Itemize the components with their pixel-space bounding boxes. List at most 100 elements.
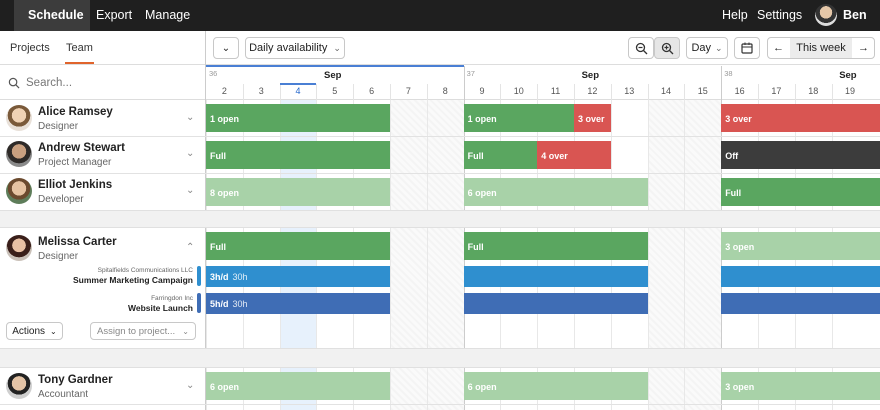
day-divider [500, 84, 502, 100]
project-allocation-bar[interactable] [721, 293, 880, 314]
day-label: 5 [332, 86, 338, 96]
day-label: 11 [550, 86, 561, 96]
project-allocation-bar[interactable] [721, 266, 880, 287]
allocation-bar[interactable]: 3 over [574, 104, 611, 132]
chevron-down-icon[interactable]: ⌄ [186, 148, 195, 159]
day-label: 7 [405, 86, 411, 96]
day-divider [279, 84, 281, 100]
day-label: 4 [295, 86, 301, 96]
nav-manage[interactable]: Manage [145, 8, 191, 22]
day-divider [831, 84, 833, 100]
project-allocation-bar[interactable]: 5h/d 30h [206, 293, 390, 314]
arrow-right-icon[interactable]: → [858, 42, 869, 54]
calendar-button[interactable] [734, 37, 760, 59]
day-label: 9 [479, 86, 485, 96]
tab-projects[interactable]: Projects [10, 42, 50, 54]
week-number: 38 [724, 69, 733, 78]
chevron-down-icon[interactable]: ⌄ [186, 185, 195, 196]
project-color-marker [197, 293, 201, 313]
allocation-bar[interactable]: Full [463, 232, 648, 260]
total-hours: 30h [232, 272, 248, 282]
day-divider [353, 84, 355, 100]
person-row-melissa[interactable]: Melissa Carter Designer ⌃ [0, 231, 205, 267]
nav-settings[interactable]: Settings [757, 8, 803, 22]
person-row-elliot[interactable]: Elliot Jenkins Developer ⌄ [0, 174, 205, 210]
zoom-out-button[interactable] [628, 37, 654, 59]
search-input[interactable]: Search... [26, 77, 73, 89]
allocation-bar[interactable]: 6 open [206, 372, 390, 400]
nav-schedule[interactable]: Schedule [28, 8, 84, 22]
day-divider [537, 84, 539, 100]
person-role: Developer [38, 194, 84, 205]
day-label: 17 [771, 86, 782, 96]
allocation-bar[interactable]: Full [463, 141, 538, 169]
actions-button[interactable]: Actions ⌄ [6, 322, 63, 340]
day-label: 12 [587, 86, 598, 96]
collapse-all-button[interactable]: ⌄ [213, 37, 239, 59]
arrow-left-icon[interactable]: ← [773, 42, 784, 54]
allocation-bar[interactable]: 3 open [721, 372, 880, 400]
assign-project-select[interactable]: Assign to project... ⌄ [90, 322, 196, 340]
this-week-button[interactable]: This week [790, 38, 852, 58]
day-label: 10 [513, 86, 524, 96]
person-row-alice[interactable]: Alice Ramsey Designer ⌄ [0, 101, 205, 137]
person-role: Designer [38, 251, 79, 262]
view-label: Day [691, 42, 711, 54]
double-chevron-icon: ⌄ [221, 42, 231, 54]
zoom-in-button[interactable] [654, 37, 680, 59]
nav-export[interactable]: Export [96, 8, 133, 22]
chevron-down-icon: ⌄ [715, 42, 723, 53]
week-divider [721, 66, 723, 100]
current-week-indicator [206, 65, 464, 67]
allocation-bar[interactable]: Off [721, 141, 880, 169]
allocation-bar[interactable]: Full [206, 232, 390, 260]
allocation-bar[interactable]: 3 over [721, 104, 880, 132]
row-gap [0, 210, 880, 228]
allocation-bar[interactable]: 6 open [463, 178, 648, 206]
actions-label: Actions [12, 325, 46, 337]
project-allocation-bar[interactable] [463, 293, 648, 314]
tab-team[interactable]: Team [65, 42, 94, 64]
day-divider [390, 84, 391, 100]
user-avatar[interactable] [815, 4, 837, 26]
project-allocation-bar[interactable] [463, 266, 648, 287]
assign-placeholder: Assign to project... [97, 325, 176, 337]
chevron-down-icon[interactable]: ⌄ [186, 380, 195, 391]
allocation-bar[interactable]: Full [206, 141, 390, 169]
chevron-up-icon[interactable]: ⌃ [186, 242, 195, 253]
person-name: Melissa Carter [38, 236, 117, 248]
person-row-andrew[interactable]: Andrew Stewart Project Manager ⌄ [0, 137, 205, 173]
avatar [6, 373, 32, 399]
allocation-bar[interactable]: 4 over [537, 141, 611, 169]
day-divider [794, 84, 796, 100]
person-role: Designer [38, 121, 79, 132]
project-client: Farringdon Inc [151, 295, 193, 302]
chevron-down-icon[interactable]: ⌄ [186, 112, 195, 123]
day-label: 3 [258, 86, 264, 96]
zoom-in-icon [661, 42, 673, 54]
total-hours: 30h [232, 299, 248, 309]
week-navigator: ← This week → [767, 37, 875, 59]
person-row-tony[interactable]: Tony Gardner Accountant ⌄ [0, 369, 205, 405]
row-divider [0, 136, 880, 137]
avatar [6, 141, 32, 167]
allocation-bar[interactable]: 1 open [463, 104, 574, 132]
user-name[interactable]: Ben [843, 8, 867, 22]
project-name[interactable]: Website Launch [127, 303, 193, 313]
allocation-bar[interactable]: 6 open [463, 372, 648, 400]
today-indicator [279, 83, 317, 85]
project-allocation-bar[interactable]: 3h/d 30h [206, 266, 390, 287]
availability-select[interactable]: Daily availability ⌄ [245, 37, 345, 59]
day-divider [574, 84, 575, 100]
allocation-bar[interactable]: Full [721, 178, 880, 206]
top-navigation-bar: Schedule Export Manage Help Settings Ben [0, 0, 880, 31]
day-divider [316, 84, 318, 100]
allocation-bar[interactable]: 3 open [721, 232, 880, 260]
project-name[interactable]: Summer Marketing Campaign [73, 275, 193, 285]
allocation-bar[interactable]: 1 open [206, 104, 390, 132]
nav-help[interactable]: Help [722, 8, 748, 22]
allocation-bar[interactable]: 8 open [206, 178, 390, 206]
view-select[interactable]: Day ⌄ [686, 37, 728, 59]
calendar-header: 2 3 4 5 6 7 8 9 10 11 12 13 14 15 16 17 18 19 36 Sep 37 Sep 38… [206, 65, 880, 100]
day-label: 15 [697, 86, 708, 96]
